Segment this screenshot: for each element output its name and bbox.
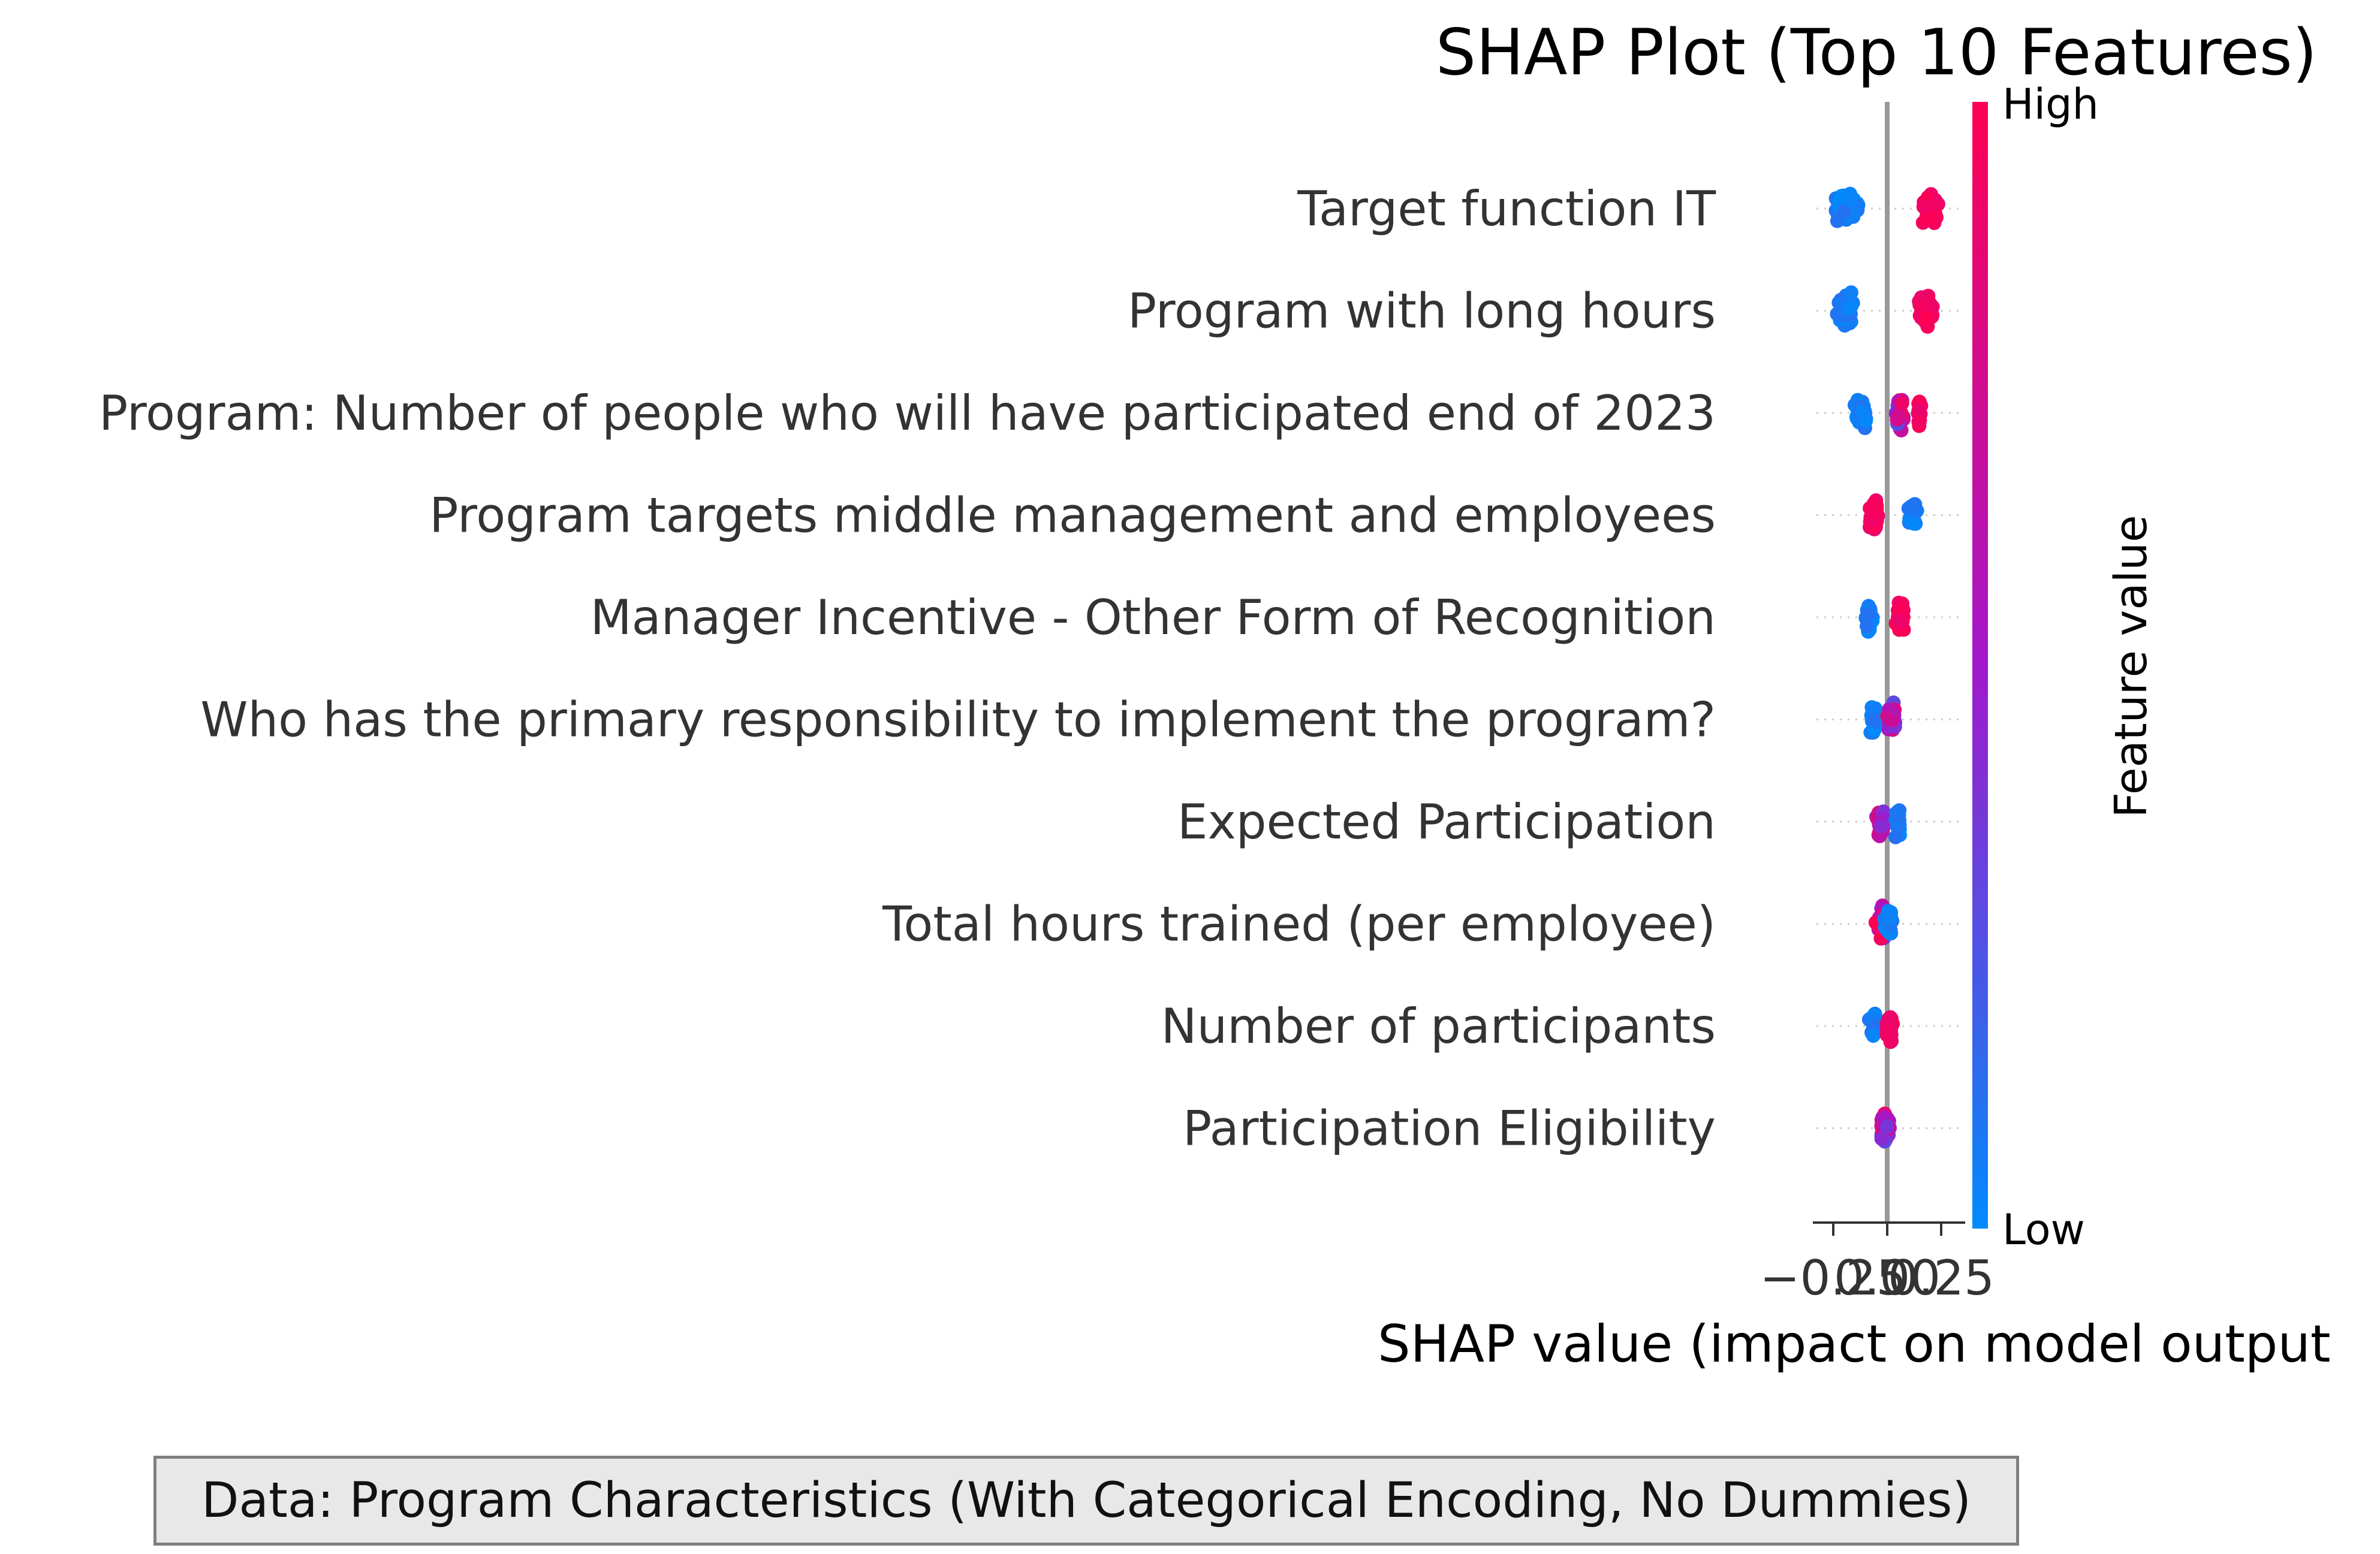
shap-point (1893, 614, 1908, 629)
shap-point (1906, 516, 1921, 531)
shap-point (1855, 404, 1870, 419)
shap-point (1918, 313, 1933, 328)
shap-point (1879, 1119, 1894, 1134)
feature-label: Total hours trained (per employee) (882, 897, 1716, 952)
feature-label: Program: Number of people who will have … (99, 385, 1716, 441)
feature-label: Number of participants (1161, 998, 1716, 1054)
colorbar-high-label: High (2002, 80, 2099, 129)
shap-point (1906, 500, 1921, 515)
shap-point (1912, 414, 1927, 429)
shap-point (1866, 1028, 1881, 1043)
feature-label: Participation Eligibility (1183, 1101, 1716, 1157)
shap-point (1860, 618, 1874, 633)
x-tick-label: 0.25 (1888, 1250, 1995, 1306)
shap-point (1867, 713, 1881, 728)
feature-labels: Target function IT Program with long hour… (99, 181, 1716, 1157)
shap-point (1894, 396, 1909, 411)
shap-point (1912, 297, 1927, 312)
shap-point (1873, 819, 1888, 834)
shap-point (1888, 829, 1903, 844)
x-axis-label: SHAP value (impact on model output (1378, 1314, 2331, 1374)
x-tick-label: −0.25 (1760, 1250, 1906, 1306)
shap-point (1882, 711, 1897, 726)
shap-point (1891, 804, 1906, 819)
colorbar (1972, 102, 1988, 1229)
shap-point (1882, 910, 1897, 925)
shap-point (1843, 285, 1858, 300)
feature-label: Manager Incentive - Other Form of Recogn… (591, 590, 1716, 645)
feature-label: Who has the primary responsibility to im… (200, 692, 1716, 748)
feature-label: Expected Participation (1177, 794, 1716, 850)
colorbar-low-label: Low (2002, 1205, 2085, 1254)
x-axis: −0.250.000.25 (1760, 1221, 1995, 1306)
shap-point (1830, 213, 1845, 228)
chart-title: SHAP Plot (Top 10 Features) (1436, 16, 2317, 89)
shap-point (1917, 199, 1932, 214)
shap-point (1830, 306, 1845, 321)
shap-point (1882, 1011, 1897, 1026)
feature-label: Program targets middle management and em… (429, 488, 1716, 544)
feature-label: Program with long hours (1128, 283, 1716, 339)
shap-point (1843, 192, 1857, 207)
x-tick-label: 0.00 (1834, 1250, 1941, 1306)
shap-point (1874, 1131, 1889, 1146)
feature-label: Target function IT (1297, 181, 1716, 237)
shap-point (1843, 300, 1858, 315)
data-source-text: Data: Program Characteristics (With Cate… (201, 1472, 1971, 1529)
shap-point (1867, 506, 1882, 521)
shap-point (1891, 409, 1906, 423)
colorbar-label: Feature value (2105, 515, 2157, 817)
shap-point (1861, 607, 1876, 622)
shap-point (1911, 403, 1926, 418)
data-source-caption: Data: Program Characteristics (With Cate… (153, 1456, 2019, 1546)
shap-dots (1828, 186, 1945, 1149)
